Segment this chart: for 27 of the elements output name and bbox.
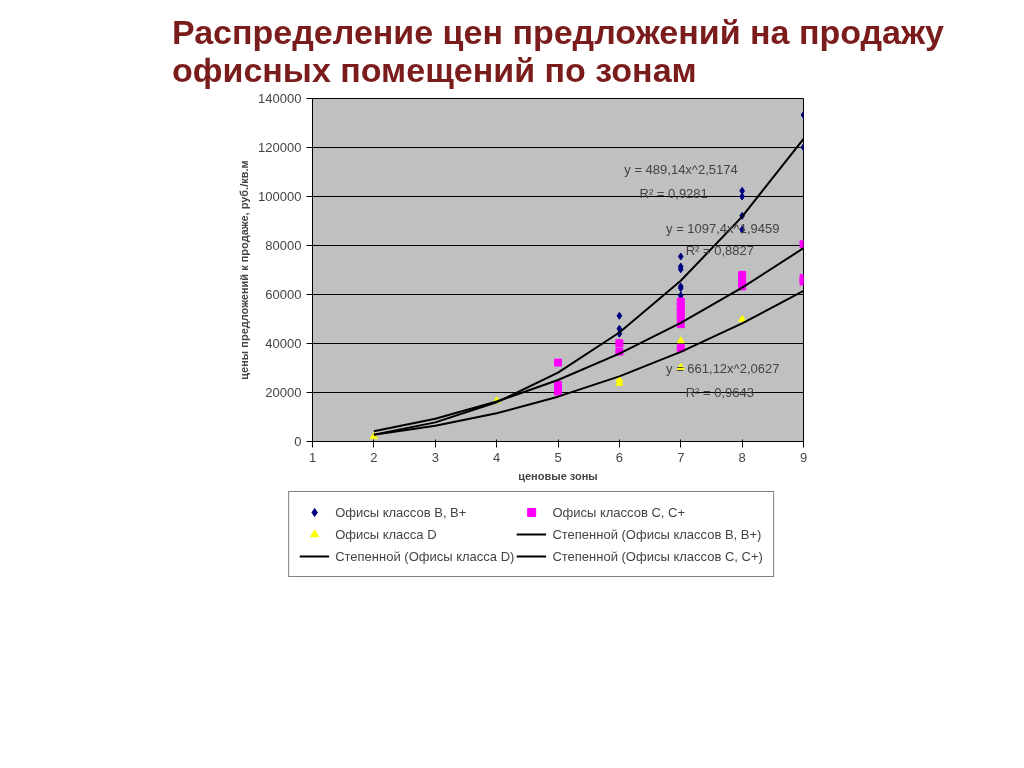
y-axis-title: цены предложений к продаже, руб./кв.м (238, 160, 251, 380)
x-tick-label: 9 (799, 449, 808, 465)
x-tick-label: 7 (677, 449, 685, 465)
x-tick-label: 5 (554, 449, 562, 465)
x-tick-label: 8 (738, 449, 746, 465)
y-tick-label: 0 (294, 434, 302, 449)
legend-label: Степенной (Офисы класса D) (335, 548, 515, 564)
legend-label: Степенной (Офисы классов C, C+) (552, 548, 763, 564)
legend-label: Офисы классов C, C+ (552, 504, 686, 520)
legend-label: Офисы класса D (335, 526, 437, 542)
x-tick-label: 4 (493, 449, 501, 465)
y-tick-label: 20000 (265, 385, 302, 400)
annotation: y = 489,14x^2,5174 (624, 162, 738, 178)
legend-label: Степенной (Офисы классов B, B+) (552, 526, 762, 542)
y-tick-label: 80000 (265, 238, 302, 253)
y-tick-label: 60000 (265, 287, 302, 302)
x-tick-label: 6 (615, 449, 623, 465)
y-tick-label: 120000 (258, 140, 302, 155)
x-tick-label: 2 (370, 449, 378, 465)
chart-title: Распределение цен предложений на продажу офисных помещений по зонам (171, 12, 945, 89)
legend-label: Офисы классов B, B+ (335, 504, 467, 520)
x-axis-title: ценовые зоны (518, 469, 598, 482)
x-tick-label: 1 (308, 449, 317, 465)
y-tick-label: 40000 (265, 336, 302, 351)
x-tick-label: 3 (431, 449, 439, 465)
y-tick-label: 100000 (258, 189, 302, 204)
y-tick-label: 140000 (258, 91, 302, 106)
